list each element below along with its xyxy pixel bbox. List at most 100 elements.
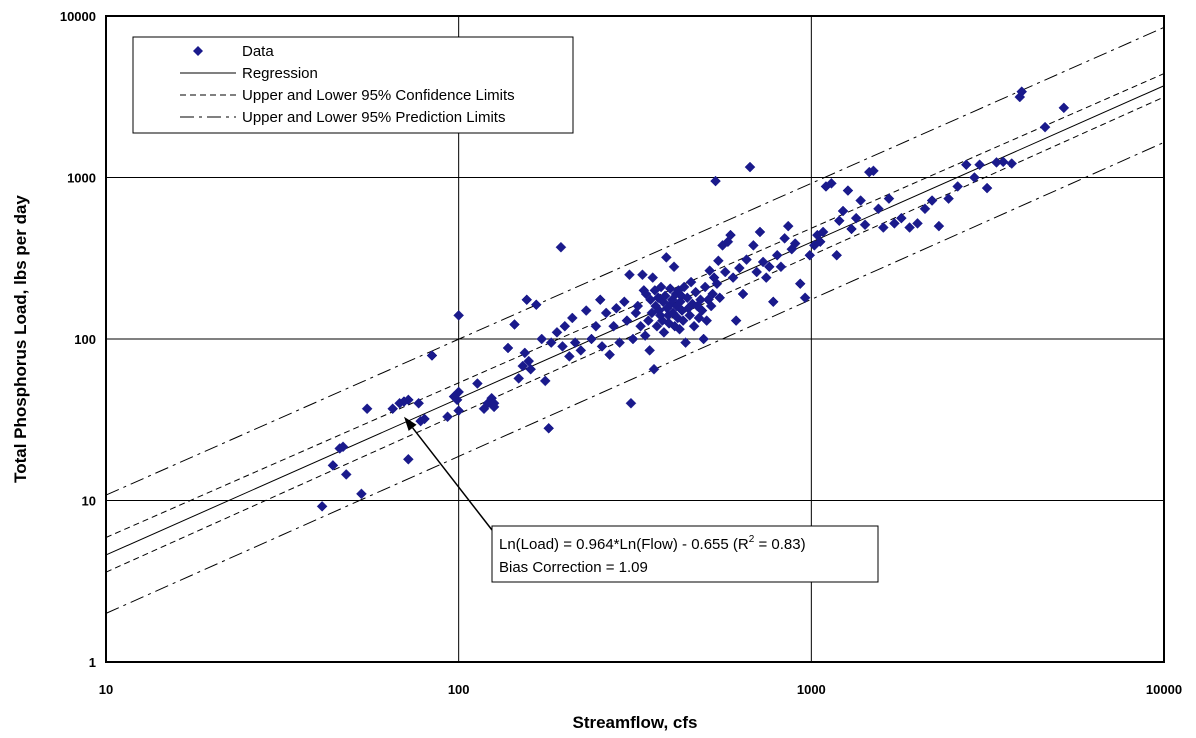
data-point <box>748 240 759 251</box>
data-point <box>644 345 656 356</box>
equation-text: Ln(Load) = 0.964*Ln(Flow) - 0.655 (R2 = … <box>499 534 806 553</box>
data-point <box>655 281 667 293</box>
data-point <box>680 337 691 348</box>
x-axis-title: Streamflow, cfs <box>572 713 697 732</box>
data-point <box>664 283 676 295</box>
data-point <box>580 305 592 316</box>
x-tick-label: 10000 <box>1146 682 1182 697</box>
data-point <box>632 300 644 312</box>
legend-marker <box>193 46 203 56</box>
data-point <box>684 310 696 321</box>
legend-item: Upper and Lower 95% Prediction Limits <box>180 109 505 126</box>
x-tick-label: 10 <box>99 682 113 697</box>
data-point <box>837 205 849 217</box>
data-point <box>517 360 529 372</box>
data-point <box>974 159 985 171</box>
data-point <box>596 341 608 352</box>
data-point <box>826 177 837 189</box>
data-point <box>590 320 602 332</box>
data-point <box>842 185 854 196</box>
data-point <box>639 330 651 341</box>
data-point <box>779 232 790 244</box>
bias-correction-text: Bias Correction = 1.09 <box>499 559 648 576</box>
data-point <box>594 294 606 306</box>
data-point <box>651 320 663 332</box>
data-point <box>413 397 424 409</box>
data-point <box>453 386 465 398</box>
data-point <box>943 193 954 204</box>
data-point <box>771 249 783 261</box>
data-point <box>690 286 702 298</box>
x-tick-label: 1000 <box>797 682 826 697</box>
data-point <box>442 411 453 423</box>
data-point <box>327 460 339 471</box>
data-point <box>831 249 843 261</box>
data-point <box>789 238 801 249</box>
data-point <box>509 319 520 330</box>
data-points <box>316 86 1070 512</box>
data-point <box>733 262 745 274</box>
data-point <box>737 288 749 300</box>
data-point <box>668 261 680 273</box>
data-point <box>611 302 622 314</box>
data-point <box>521 294 533 306</box>
plot-frame <box>105 15 1165 663</box>
data-point <box>760 272 772 283</box>
legend-label: Data <box>242 43 274 60</box>
regression-line <box>105 85 1165 556</box>
data-point <box>543 422 555 434</box>
data-point <box>337 441 349 453</box>
data-point <box>419 413 430 425</box>
data-point <box>960 159 972 171</box>
data-point <box>757 256 769 268</box>
data-point <box>817 226 829 238</box>
data-point <box>566 312 578 324</box>
data-point <box>356 488 367 500</box>
data-point <box>751 266 763 278</box>
data-point <box>889 218 900 229</box>
data-point <box>586 333 597 345</box>
data-point <box>727 272 739 283</box>
data-point <box>981 182 993 194</box>
data-point <box>741 254 752 265</box>
data-point <box>744 161 756 173</box>
data-point <box>693 312 705 324</box>
data-point <box>678 281 690 293</box>
y-tick-label: 1000 <box>67 171 96 186</box>
data-point <box>614 337 625 348</box>
data-point <box>536 333 548 345</box>
data-point <box>472 378 483 389</box>
data-point <box>896 212 907 224</box>
data-point <box>997 156 1009 168</box>
data-point <box>711 278 723 290</box>
legend-label: Upper and Lower 95% Confidence Limits <box>242 87 515 104</box>
data-point <box>681 292 693 304</box>
legend-item: Regression <box>180 65 318 82</box>
data-point <box>699 281 711 293</box>
data-point <box>402 453 414 465</box>
data-point <box>883 193 895 204</box>
data-point <box>555 241 567 253</box>
data-point <box>775 261 787 273</box>
data-point <box>621 315 633 326</box>
data-point <box>833 215 845 227</box>
data-point <box>660 252 672 263</box>
data-point <box>647 272 659 283</box>
legend-label: Upper and Lower 95% Prediction Limits <box>242 109 505 126</box>
data-point <box>642 315 654 326</box>
data-point <box>799 292 811 304</box>
data-point <box>850 212 862 224</box>
data-point <box>451 394 463 406</box>
confidence-lower-line <box>105 96 1165 573</box>
data-point <box>624 269 635 281</box>
data-point <box>868 165 879 177</box>
data-point <box>695 294 706 306</box>
y-tick-label: 100 <box>74 332 96 347</box>
data-point <box>782 220 794 232</box>
legend: Data Regression Upper and Lower 95% Confid… <box>132 36 574 134</box>
data-point <box>1016 86 1028 98</box>
data-point <box>557 341 568 352</box>
data-point <box>659 290 671 302</box>
